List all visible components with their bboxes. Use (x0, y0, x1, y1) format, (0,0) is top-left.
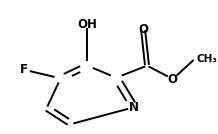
Text: N: N (129, 101, 139, 114)
Text: F: F (20, 63, 28, 76)
Text: O: O (138, 23, 148, 36)
Text: O: O (168, 72, 178, 86)
Text: CH₃: CH₃ (197, 54, 218, 64)
Text: OH: OH (77, 18, 97, 31)
